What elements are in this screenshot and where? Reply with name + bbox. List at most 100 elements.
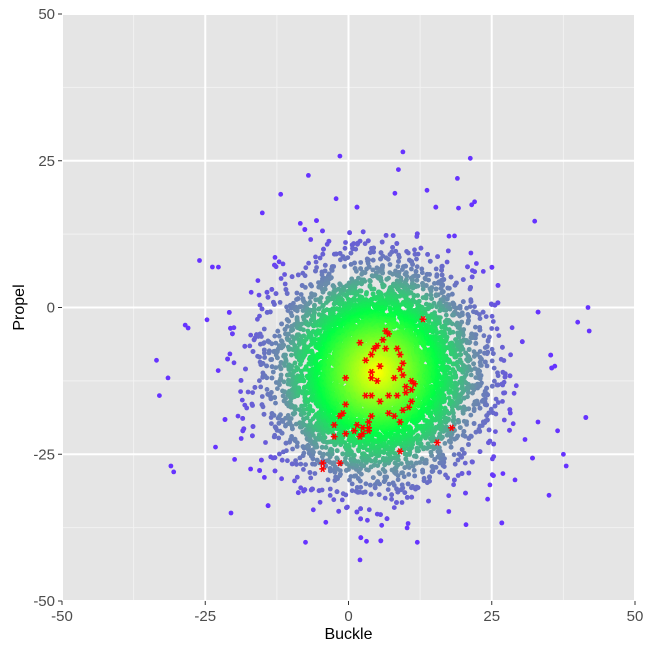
scatter-point: [289, 363, 295, 369]
scatter-point: [331, 497, 337, 503]
scatter-point: [489, 264, 495, 270]
scatter-point: [444, 259, 450, 265]
scatter-point: [488, 406, 494, 412]
scatter-point: [334, 455, 340, 461]
scatter-point: [457, 425, 463, 430]
scatter-point: [477, 316, 483, 321]
scatter-point: [349, 481, 355, 487]
scatter-point: [394, 500, 399, 505]
scatter-point: [277, 451, 282, 457]
scatter-point: [320, 251, 326, 257]
scatter-point: [385, 256, 391, 262]
scatter-point: [289, 352, 294, 358]
scatter-point: [370, 475, 376, 480]
scatter-point: [465, 320, 471, 326]
scatter-point: [414, 539, 420, 545]
scatter-point: [371, 286, 377, 292]
scatter-point: [324, 241, 330, 247]
scatter-point: [241, 426, 247, 432]
scatter-point: [494, 382, 500, 388]
scatter-point: [426, 498, 431, 504]
scatter-point: [411, 293, 417, 299]
scatter-point: [373, 456, 378, 462]
scatter-point: [424, 272, 430, 277]
scatter-point: [283, 352, 288, 358]
scatter-point: [261, 411, 267, 417]
scatter-point: [300, 308, 306, 313]
scatter-point: [278, 376, 284, 381]
scatter-point: [275, 328, 281, 334]
scatter-point: [362, 489, 368, 495]
scatter-point: [468, 299, 474, 304]
scatter-point: [284, 448, 289, 454]
scatter-point: [306, 431, 311, 436]
scatter-point: [370, 267, 376, 273]
scatter-point: [437, 469, 443, 475]
scatter-point: [460, 299, 466, 305]
scatter-point: [276, 333, 282, 339]
scatter-point: [270, 369, 276, 375]
scatter-point: [409, 494, 415, 500]
scatter-point: [276, 259, 282, 265]
scatter-point: [519, 339, 525, 345]
scatter-point: [443, 472, 448, 478]
scatter-point: [370, 257, 376, 263]
scatter-point: [455, 457, 461, 463]
scatter-point: [390, 271, 395, 277]
scatter-point: [331, 460, 337, 466]
scatter-point: [265, 294, 271, 300]
scatter-point: [342, 245, 348, 251]
scatter-point: [301, 327, 306, 333]
scatter-point: [269, 364, 275, 370]
scatter-point: [238, 378, 244, 383]
scatter-point: [252, 385, 258, 390]
scatter-point: [240, 416, 246, 421]
scatter-point: [405, 481, 411, 487]
scatter-point: [278, 372, 284, 378]
scatter-point: [260, 361, 266, 366]
scatter-point: [290, 327, 296, 333]
scatter-point: [471, 402, 477, 408]
scatter-point: [292, 478, 297, 484]
scatter-point: [429, 469, 435, 474]
scatter-point: [446, 493, 452, 499]
scatter-point: [389, 492, 394, 498]
scatter-point: [365, 261, 371, 266]
scatter-point: [433, 286, 439, 292]
scatter-point: [399, 461, 404, 466]
scatter-point: [273, 291, 279, 296]
scatter-point: [495, 400, 501, 405]
scatter-point: [445, 248, 451, 254]
scatter-point: [312, 461, 318, 467]
scatter-point: [269, 421, 274, 426]
scatter-point: [238, 389, 244, 394]
scatter-point: [262, 355, 267, 360]
scatter-point: [290, 446, 295, 452]
scatter-point: [477, 327, 483, 333]
scatter-point: [364, 467, 369, 472]
scatter-point: [365, 517, 370, 523]
scatter-point: [449, 291, 455, 297]
scatter-point: [273, 425, 279, 431]
scatter-point: [522, 437, 528, 442]
scatter-point: [419, 456, 425, 462]
scatter-point: [339, 497, 345, 503]
scatter-point: [392, 190, 398, 196]
scatter-point: [437, 308, 443, 313]
scatter-point: [340, 451, 346, 457]
scatter-point: [286, 318, 291, 324]
scatter-point: [487, 482, 493, 488]
scatter-point: [435, 280, 441, 286]
scatter-point: [273, 400, 278, 406]
scatter-point: [496, 333, 502, 338]
scatter-point: [320, 303, 326, 309]
scatter-point: [466, 347, 472, 352]
scatter-point: [433, 293, 439, 298]
scatter-point: [408, 460, 414, 466]
scatter-point: [259, 210, 265, 216]
scatter-point: [405, 250, 411, 256]
scatter-point: [347, 477, 352, 483]
scatter-point: [257, 302, 263, 308]
scatter-point: [312, 471, 318, 476]
scatter-point: [377, 459, 383, 465]
